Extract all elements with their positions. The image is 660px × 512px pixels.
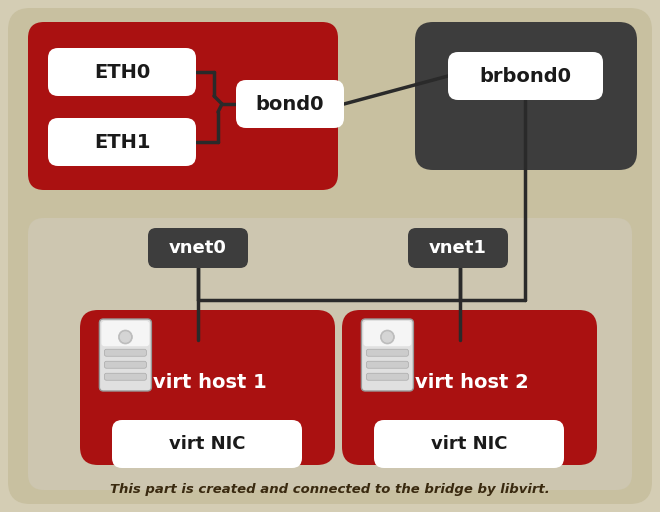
Circle shape xyxy=(120,332,131,342)
FancyBboxPatch shape xyxy=(415,22,637,170)
FancyBboxPatch shape xyxy=(28,218,632,490)
Text: ETH1: ETH1 xyxy=(94,133,150,152)
FancyBboxPatch shape xyxy=(104,373,147,380)
FancyBboxPatch shape xyxy=(366,361,409,368)
FancyBboxPatch shape xyxy=(374,420,564,468)
FancyBboxPatch shape xyxy=(342,310,597,465)
FancyBboxPatch shape xyxy=(448,52,603,100)
Text: bond0: bond0 xyxy=(256,95,324,114)
FancyBboxPatch shape xyxy=(102,321,149,346)
FancyBboxPatch shape xyxy=(366,373,409,380)
FancyBboxPatch shape xyxy=(48,48,196,96)
FancyBboxPatch shape xyxy=(362,319,413,391)
Text: brbond0: brbond0 xyxy=(480,67,572,86)
FancyBboxPatch shape xyxy=(104,361,147,368)
Text: This part is created and connected to the bridge by libvirt.: This part is created and connected to th… xyxy=(110,483,550,496)
Text: virt host 1: virt host 1 xyxy=(153,373,267,392)
FancyBboxPatch shape xyxy=(366,349,409,356)
Text: virt NIC: virt NIC xyxy=(431,435,508,453)
FancyBboxPatch shape xyxy=(8,8,652,504)
Text: ETH0: ETH0 xyxy=(94,62,150,81)
Text: vnet0: vnet0 xyxy=(169,239,227,257)
Text: virt NIC: virt NIC xyxy=(169,435,246,453)
FancyBboxPatch shape xyxy=(112,420,302,468)
FancyBboxPatch shape xyxy=(236,80,344,128)
Text: vnet1: vnet1 xyxy=(429,239,487,257)
FancyBboxPatch shape xyxy=(408,228,508,268)
FancyBboxPatch shape xyxy=(364,321,411,346)
FancyBboxPatch shape xyxy=(100,319,151,391)
FancyBboxPatch shape xyxy=(28,22,338,190)
FancyBboxPatch shape xyxy=(48,118,196,166)
FancyBboxPatch shape xyxy=(104,349,147,356)
FancyBboxPatch shape xyxy=(80,310,335,465)
Circle shape xyxy=(118,330,133,344)
Circle shape xyxy=(380,330,395,344)
Circle shape xyxy=(382,332,393,342)
Text: virt host 2: virt host 2 xyxy=(415,373,529,392)
FancyBboxPatch shape xyxy=(148,228,248,268)
